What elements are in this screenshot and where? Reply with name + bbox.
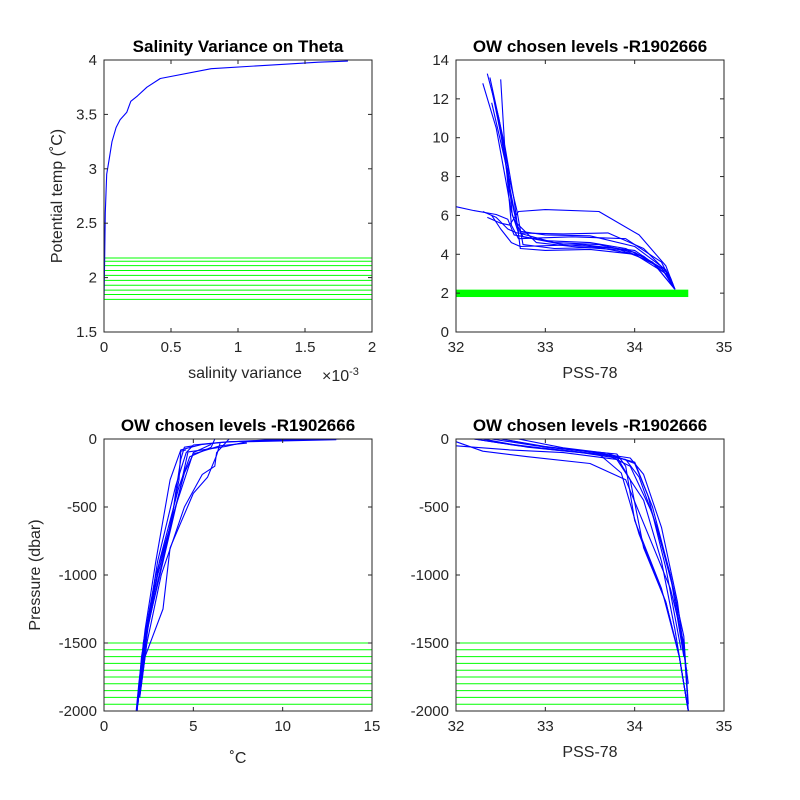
chart-title-1: Salinity Variance on Theta xyxy=(133,37,344,56)
profile-line xyxy=(103,60,348,300)
profile-line xyxy=(491,102,676,290)
x-tick-label: 1.5 xyxy=(295,339,316,356)
x-tick-label: 32 xyxy=(448,718,465,735)
profile-line xyxy=(489,77,676,290)
profile-line xyxy=(518,438,682,650)
y-tick-label: -2000 xyxy=(59,703,97,720)
x-tick-label: 34 xyxy=(626,339,643,356)
x-tick-label: 33 xyxy=(537,718,554,735)
profile-line xyxy=(482,438,689,705)
x-tick-label: 33 xyxy=(537,339,554,356)
y-tick-label: 3 xyxy=(89,161,97,178)
profile-line xyxy=(139,439,337,691)
level-band xyxy=(456,289,689,298)
y-tick-label: 4 xyxy=(89,52,97,69)
y-tick-label: 0 xyxy=(441,324,449,341)
plot-area-2 xyxy=(455,73,689,298)
x-tick-label: 0.5 xyxy=(161,339,182,356)
axes-frame-2 xyxy=(455,59,725,333)
y-tick-label: -1500 xyxy=(411,635,449,652)
y-tick-label: 3.5 xyxy=(76,106,97,123)
subplot-salinity-variance: 0 0.5 1 1.5 2 1.5 2 2.5 3 3.5 4 Salinity Variance … xyxy=(49,37,376,385)
ticks-1: 0 0.5 1 1.5 2 1.5 2 2.5 3 3.5 4 xyxy=(76,52,376,356)
x-tick-label: 34 xyxy=(626,718,643,735)
x-axis-label-1: salinity variance xyxy=(188,365,302,382)
profile-line xyxy=(139,442,221,698)
profile-line xyxy=(486,73,676,290)
axes-frame-1 xyxy=(103,59,373,333)
profile-line xyxy=(482,210,676,290)
y-tick-label: -2000 xyxy=(411,703,449,720)
profile-line xyxy=(137,443,212,705)
plot-area-3 xyxy=(104,438,372,712)
y-tick-label: -1000 xyxy=(59,567,97,584)
chart-title-3: OW chosen levels -R1902666 xyxy=(121,416,355,435)
plot-area-1 xyxy=(103,60,372,300)
ticks-2: 32 33 34 35 0 2 4 6 8 10 12 14 xyxy=(432,52,732,356)
profile-line xyxy=(137,442,247,705)
y-axis-label-1: Potential temp (˚C) xyxy=(49,129,66,263)
plot-area-4 xyxy=(455,438,689,712)
y-tick-label: -1500 xyxy=(59,635,97,652)
y-tick-label: 8 xyxy=(441,169,449,186)
y-tick-label: 2 xyxy=(441,285,449,302)
y-tick-label: 4 xyxy=(441,246,449,263)
profile-line xyxy=(495,108,676,290)
x-tick-label: 2 xyxy=(368,339,376,356)
y-tick-label: 6 xyxy=(441,207,449,224)
x-tick-label: 0 xyxy=(100,339,108,356)
y-tick-label: 2 xyxy=(89,270,97,287)
x-tick-label: 1 xyxy=(234,339,242,356)
x-tick-label: 10 xyxy=(274,718,291,735)
y-tick-label: -500 xyxy=(419,499,449,516)
y-tick-label: 10 xyxy=(432,130,449,147)
ticks-3: 0 5 10 15 -2000 -1500 -1000 -500 0 xyxy=(59,431,381,735)
x-tick-label: 5 xyxy=(189,718,197,735)
profile-line xyxy=(500,438,689,684)
subplot-pressure-salinity: 32 33 34 35 -2000 -1500 -1000 -500 0 OW chosen l… xyxy=(411,416,733,761)
y-tick-label: 1.5 xyxy=(76,324,97,341)
y-tick-label: -1000 xyxy=(411,567,449,584)
x-tick-label: 15 xyxy=(364,718,381,735)
x-tick-label: 35 xyxy=(716,339,733,356)
profile-line xyxy=(138,438,216,698)
x-axis-label-4: PSS-78 xyxy=(562,744,617,761)
x-axis-exponent-1: ×10-3 xyxy=(322,366,359,385)
x-tick-label: 32 xyxy=(448,339,465,356)
ticks-4: 32 33 34 35 -2000 -1500 -1000 -500 0 xyxy=(411,431,733,735)
x-axis-label-2: PSS-78 xyxy=(562,365,617,382)
profile-line xyxy=(455,445,689,712)
profile-line xyxy=(500,79,676,290)
y-tick-label: 0 xyxy=(89,431,97,448)
profile-line xyxy=(509,439,685,657)
subplot-pressure-temperature: 0 5 10 15 -2000 -1500 -1000 -500 0 OW chosen lev… xyxy=(27,416,380,767)
x-tick-label: 0 xyxy=(100,718,108,735)
x-axis-label-3: ˚C xyxy=(230,750,247,767)
y-axis-label-3: Pressure (dbar) xyxy=(27,519,44,630)
chart-title-2: OW chosen levels -R1902666 xyxy=(473,37,707,56)
y-tick-label: 12 xyxy=(432,91,449,108)
y-tick-label: 0 xyxy=(441,431,449,448)
profile-line xyxy=(491,215,676,290)
profile-line xyxy=(137,445,194,705)
y-tick-label: 14 xyxy=(432,52,449,69)
x-tick-label: 35 xyxy=(716,718,733,735)
chart-title-4: OW chosen levels -R1902666 xyxy=(473,416,707,435)
y-tick-label: 2.5 xyxy=(76,215,97,232)
subplot-theta-salinity: 32 33 34 35 0 2 4 6 8 10 12 14 OW chosen levels -R1… xyxy=(432,37,732,382)
profile-line xyxy=(139,438,230,698)
profile-line xyxy=(487,209,676,290)
y-tick-label: -500 xyxy=(67,499,97,516)
